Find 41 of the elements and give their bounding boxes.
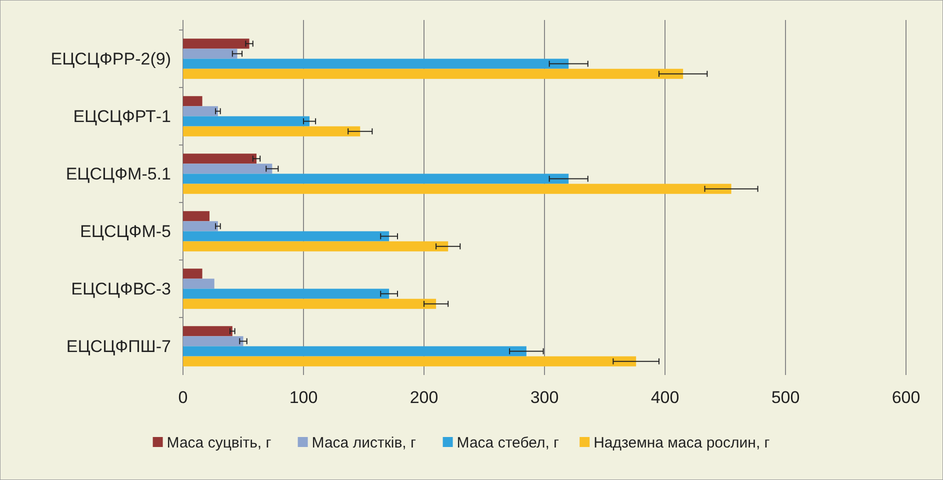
- bar: [183, 106, 218, 116]
- bar: [183, 68, 684, 79]
- x-tick-label: 100: [289, 388, 318, 407]
- y-tick-label: ЕЦСЦФМ-5.1: [66, 164, 171, 184]
- bar: [183, 326, 232, 336]
- bar: [183, 174, 569, 184]
- y-tick-label: ЕЦСЦФПШ-7: [66, 337, 171, 356]
- x-tick-label: 200: [410, 388, 438, 407]
- legend-label: Маса листків, г: [312, 434, 417, 452]
- bar: [183, 164, 272, 174]
- x-tick-label: 300: [530, 388, 559, 407]
- bar: [183, 184, 732, 194]
- legend-label: Маса суцвіть, г: [166, 434, 272, 452]
- y-tick-label: ЕЦСЦФРР-2(9): [50, 50, 171, 69]
- bar: [183, 241, 448, 252]
- bar: [183, 356, 636, 366]
- bar: [183, 116, 310, 126]
- y-tick-label: ЕЦСЦФВС-3: [71, 280, 171, 299]
- x-tick-label: 600: [892, 388, 920, 407]
- bar: [183, 96, 202, 106]
- bar: [183, 154, 257, 164]
- bar: [183, 298, 436, 309]
- bar: [183, 278, 214, 289]
- x-tick-label: 400: [650, 388, 680, 407]
- x-tick-label: 500: [771, 388, 800, 407]
- bar: [183, 231, 390, 242]
- bar: [183, 126, 360, 136]
- y-tick-label: ЕЦСЦФРТ-1: [73, 107, 171, 126]
- bar: [183, 48, 238, 59]
- bar: [183, 211, 210, 222]
- bar: [183, 268, 202, 279]
- bar: [183, 221, 218, 232]
- bar: [183, 336, 244, 346]
- bar: [183, 288, 390, 299]
- x-tick-label: 0: [178, 388, 188, 407]
- legend-label: Надземна маса рослин, г: [594, 434, 770, 452]
- legend-label: Маса стебел, г: [456, 434, 560, 452]
- bar: [183, 58, 569, 69]
- bar: [183, 38, 250, 49]
- bar: [183, 346, 526, 356]
- y-tick-label: ЕЦСЦФМ-5: [80, 222, 171, 242]
